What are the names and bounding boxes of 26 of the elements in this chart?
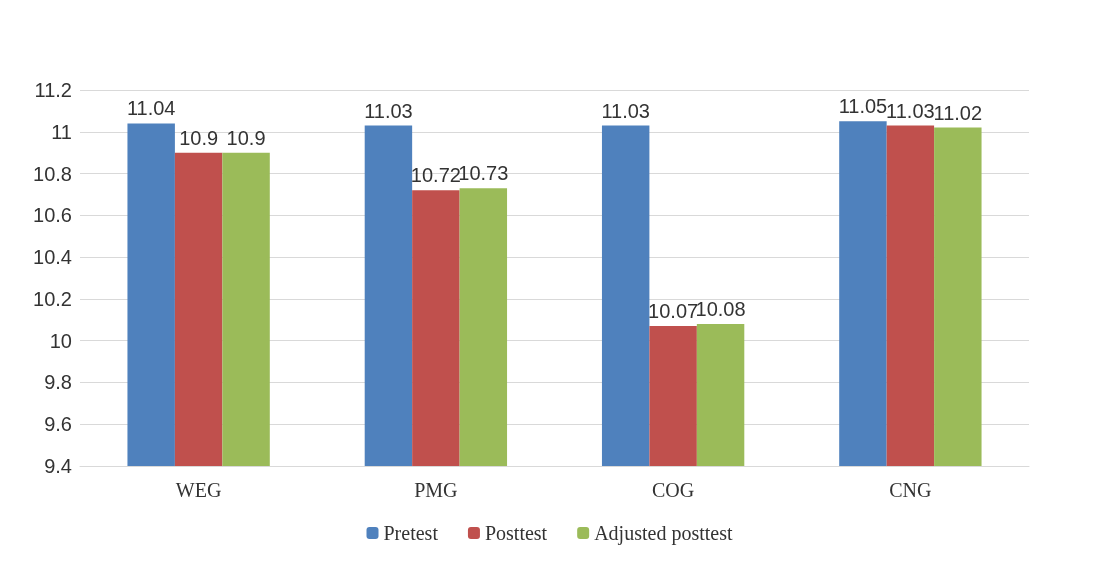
legend-label: Adjusted posttest [594, 522, 733, 545]
data-label: 11.03 [601, 99, 650, 122]
y-tick-label: 11 [51, 120, 72, 143]
data-label: 11.05 [838, 95, 888, 118]
data-label: 11.02 [933, 101, 983, 124]
data-label: 10.9 [226, 126, 266, 149]
data-label: 11.03 [364, 99, 413, 122]
y-tick-label: 11.2 [34, 79, 72, 101]
x-tick-label: WEG [175, 479, 222, 501]
data-label: 10.72 [410, 164, 461, 187]
y-tick-label: 9.6 [44, 413, 72, 436]
y-tick-label: 10.4 [33, 246, 72, 269]
y-tick-label: 10 [49, 329, 72, 352]
x-tick-label: PMG [414, 479, 458, 501]
legend-label: Posttest [484, 522, 548, 544]
y-tick-label: 9.8 [44, 371, 72, 394]
legend-label: Pretest [383, 522, 439, 544]
x-tick-label: CNG [889, 479, 932, 501]
x-tick-label: COG [652, 479, 695, 501]
y-tick-label: 10.6 [33, 204, 72, 227]
data-label: 11.04 [126, 97, 176, 120]
y-tick-label: 10.2 [33, 287, 72, 310]
data-label: 11.03 [886, 99, 935, 122]
y-tick-label: 10.8 [33, 162, 72, 185]
data-label: 10.9 [179, 126, 219, 149]
y-tick-label: 9.4 [44, 455, 72, 477]
